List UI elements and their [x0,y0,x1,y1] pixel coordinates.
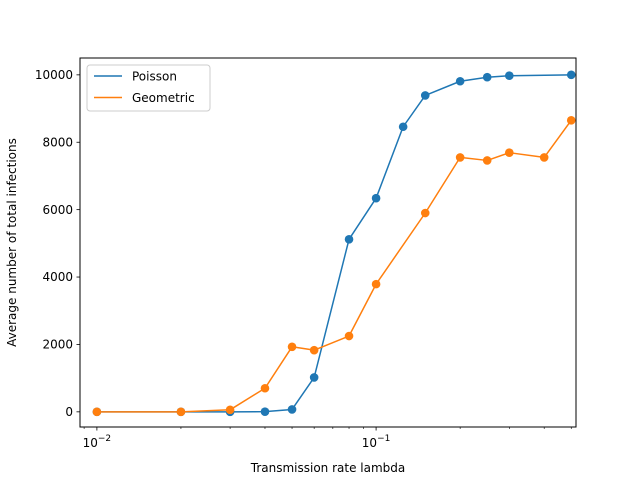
geometric-data-point [371,279,381,289]
y-tick-label: 2000 [42,338,73,352]
y-axis-label: Average number of total infections [5,138,19,347]
geometric-data-point [420,208,430,218]
poisson-series-line [96,74,572,413]
poisson-data-point [260,407,270,416]
y-tick-label: 6000 [42,203,73,217]
x-tick-label: 10−2 [83,434,112,450]
y-tick-label: 0 [65,405,73,419]
plot-area [79,57,577,428]
poisson-data-point [455,76,465,86]
axes-frame [79,57,577,428]
poisson-data-point [505,71,514,80]
poisson-data-point [482,72,492,82]
poisson-data-point [420,91,430,100]
legend: Poisson Geometric [86,64,211,112]
geometric-data-point [539,153,549,162]
geometric-data-point [225,405,235,415]
geometric-data-point [176,407,186,417]
geometric-data-point [260,383,270,393]
y-tick-label: 10000 [35,68,73,82]
x-axis-label: Transmission rate lambda [250,461,406,475]
poisson-data-point [398,122,408,132]
y-tick-label: 4000 [42,270,73,284]
geometric-data-point [344,331,354,341]
x-tick-label: 10−1 [362,434,391,450]
poisson-data-point [566,70,576,80]
poisson-data-point [344,234,354,244]
geometric-data-point [455,153,465,162]
y-tick-label: 8000 [42,135,73,149]
geometric-data-point [505,148,514,157]
geometric-data-point [309,345,319,355]
geometric-data-point [566,116,576,125]
poisson-legend-label: Poisson [132,69,177,83]
geometric-data-point [287,342,297,352]
poisson-data-point [309,373,319,382]
geometric-data-point [482,156,492,165]
geometric-legend-label: Geometric [132,91,195,105]
geometric-data-point [92,407,102,417]
poisson-data-point [287,405,297,414]
poisson-data-point [371,193,381,203]
